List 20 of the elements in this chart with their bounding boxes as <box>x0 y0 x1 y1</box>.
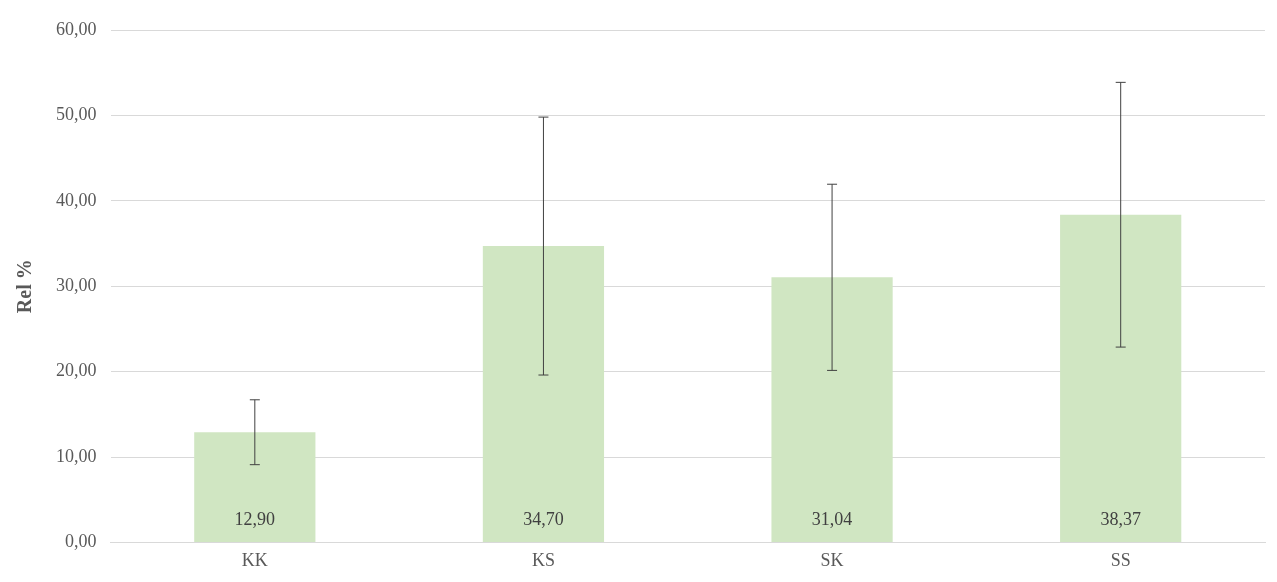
bar <box>482 246 605 542</box>
data-label: 38,37 <box>1100 509 1141 530</box>
bar <box>771 277 893 542</box>
data-label: 34,70 <box>523 509 564 530</box>
y-tick-label: 50,00 <box>56 104 97 125</box>
data-label: 31,04 <box>811 509 853 530</box>
x-tick-label: SK <box>820 549 844 570</box>
x-tick-label: SS <box>1110 549 1131 570</box>
y-tick-label: 40,00 <box>56 189 97 210</box>
x-tick-label: KS <box>531 549 555 570</box>
bar <box>194 432 316 542</box>
y-tick-label: 0,00 <box>65 531 97 552</box>
y-tick-label: 30,00 <box>56 274 97 295</box>
y-axis-title: Rel % <box>13 259 36 314</box>
y-tick-label: 10,00 <box>56 445 97 466</box>
y-tick-label: 60,00 <box>56 18 97 39</box>
x-tick-label: KK <box>241 549 268 570</box>
data-label: 12,90 <box>234 509 276 530</box>
bar <box>1060 214 1182 542</box>
y-tick-label: 20,00 <box>56 360 97 381</box>
